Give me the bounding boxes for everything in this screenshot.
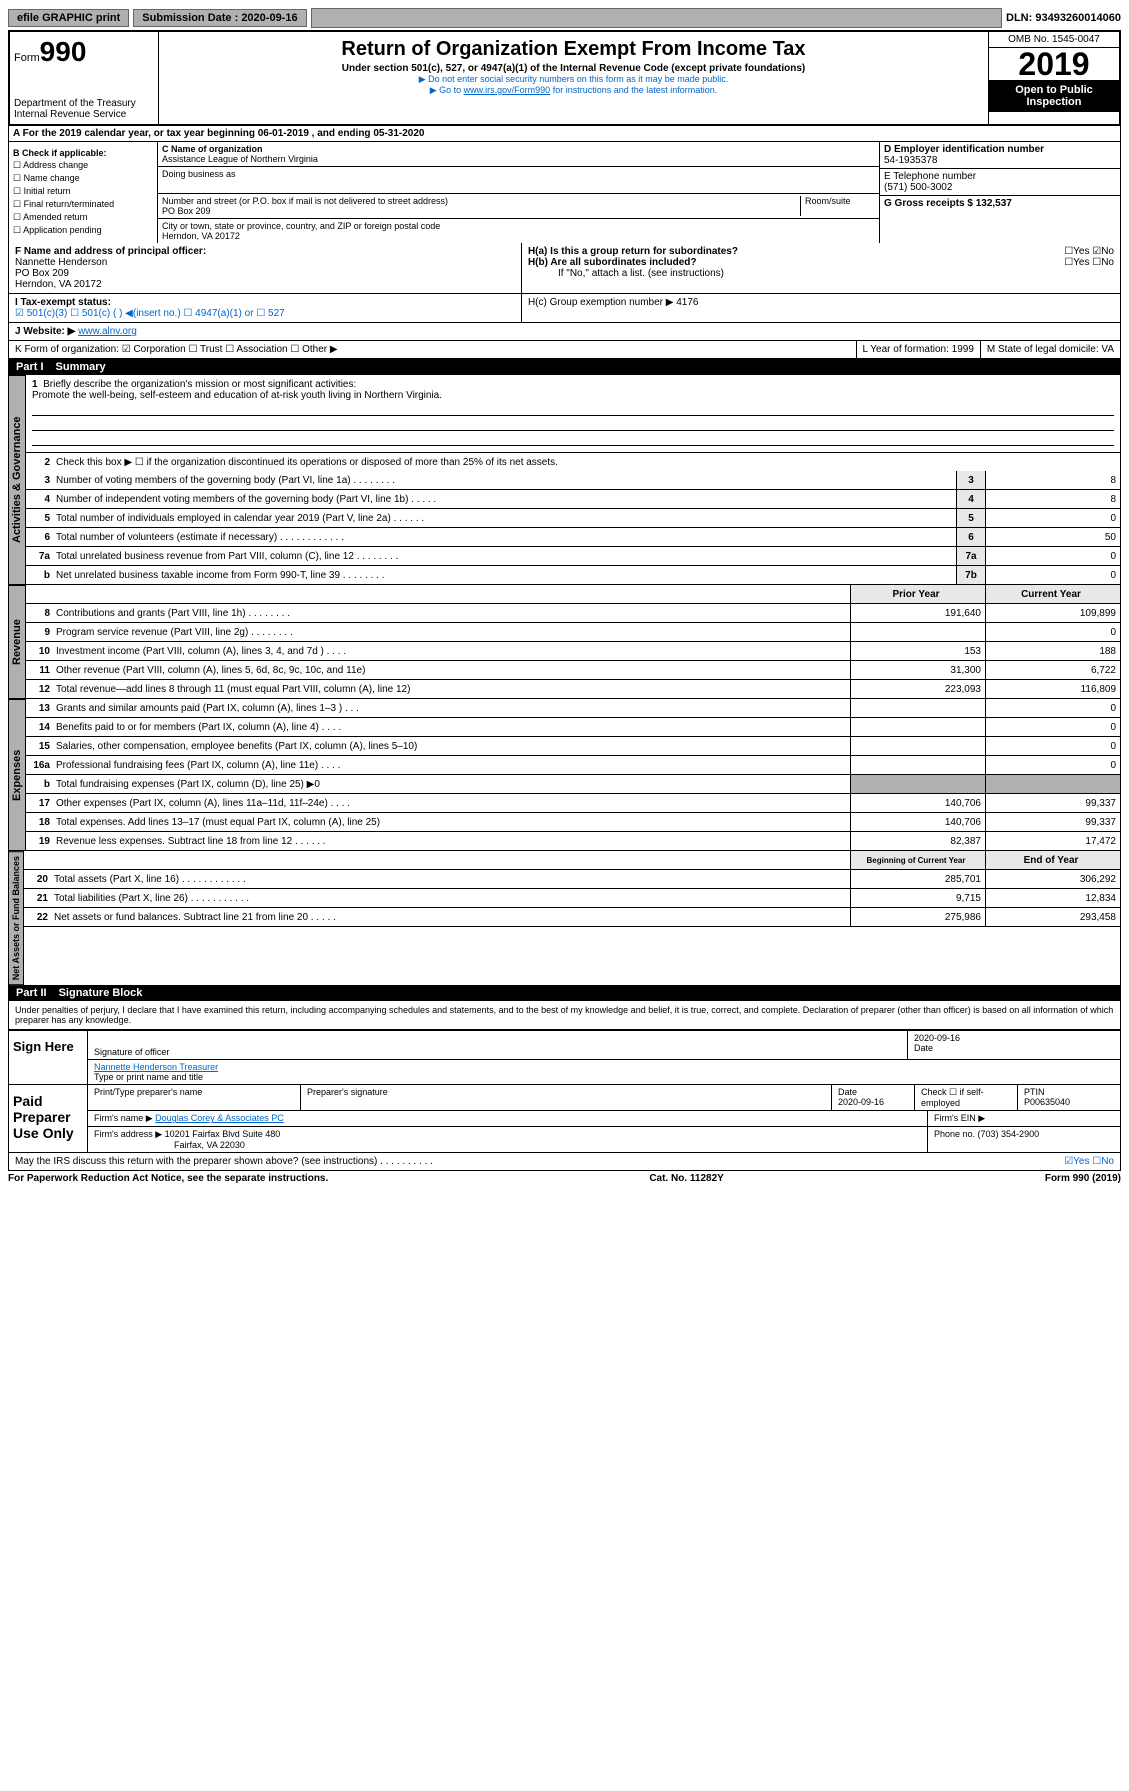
table-row: 20Total assets (Part X, line 16) . . . .… bbox=[24, 870, 1120, 889]
table-row: 13Grants and similar amounts paid (Part … bbox=[26, 699, 1120, 718]
table-row: 4Number of independent voting members of… bbox=[26, 490, 1120, 509]
table-row: bTotal fundraising expenses (Part IX, co… bbox=[26, 775, 1120, 794]
efile-button[interactable]: efile GRAPHIC print bbox=[8, 9, 129, 27]
form-label: Form990 bbox=[14, 36, 154, 68]
open-public-badge: Open to Public Inspection bbox=[989, 80, 1119, 112]
table-row: 11Other revenue (Part VIII, column (A), … bbox=[26, 661, 1120, 680]
part1-header: Part ISummary bbox=[8, 359, 1121, 375]
label-expenses: Expenses bbox=[9, 699, 26, 851]
table-row: 9Program service revenue (Part VIII, lin… bbox=[26, 623, 1120, 642]
mission-block: 1 Briefly describe the organization's mi… bbox=[26, 375, 1120, 453]
row-l: L Year of formation: 1999 bbox=[856, 341, 980, 358]
section-a: A For the 2019 calendar year, or tax yea… bbox=[8, 126, 1121, 142]
table-row: 6Total number of volunteers (estimate if… bbox=[26, 528, 1120, 547]
irs-link[interactable]: www.irs.gov/Form990 bbox=[464, 85, 551, 95]
tax-year: 2019 bbox=[989, 48, 1119, 80]
table-row: 21Total liabilities (Part X, line 26) . … bbox=[24, 889, 1120, 908]
table-row: 16aProfessional fundraising fees (Part I… bbox=[26, 756, 1120, 775]
box-hc: H(c) Group exemption number ▶ 4176 bbox=[522, 294, 1120, 322]
table-row: 7aTotal unrelated business revenue from … bbox=[26, 547, 1120, 566]
box-c: C Name of organization Assistance League… bbox=[158, 142, 880, 243]
row-i: I Tax-exempt status: ☑ 501(c)(3) ☐ 501(c… bbox=[9, 294, 522, 322]
box-h: H(a) Is this a group return for subordin… bbox=[522, 243, 1120, 293]
table-row: 8Contributions and grants (Part VIII, li… bbox=[26, 604, 1120, 623]
dln-label: DLN: 93493260014060 bbox=[1006, 12, 1121, 24]
col-begin: Beginning of Current Year bbox=[850, 851, 985, 869]
row-k: K Form of organization: ☑ Corporation ☐ … bbox=[9, 341, 856, 358]
part2-header: Part IISignature Block bbox=[8, 985, 1121, 1001]
website-link[interactable]: www.alnv.org bbox=[78, 326, 137, 337]
discuss-question: May the IRS discuss this return with the… bbox=[15, 1156, 433, 1167]
row-m: M State of legal domicile: VA bbox=[980, 341, 1120, 358]
dept-label: Department of the Treasury Internal Reve… bbox=[14, 98, 154, 120]
label-revenue: Revenue bbox=[9, 585, 26, 699]
table-row: 14Benefits paid to or for members (Part … bbox=[26, 718, 1120, 737]
table-row: 10Investment income (Part VIII, column (… bbox=[26, 642, 1120, 661]
box-b: B Check if applicable: ☐ Address change … bbox=[9, 142, 158, 243]
table-row: 22Net assets or fund balances. Subtract … bbox=[24, 908, 1120, 927]
form-subtitle: Under section 501(c), 527, or 4947(a)(1)… bbox=[163, 63, 984, 74]
box-d: D Employer identification number 54-1935… bbox=[880, 142, 1120, 243]
label-governance: Activities & Governance bbox=[9, 375, 26, 585]
note-ssn: ▶ Do not enter social security numbers o… bbox=[163, 74, 984, 85]
declaration: Under penalties of perjury, I declare th… bbox=[8, 1001, 1121, 1030]
paperwork-notice: For Paperwork Reduction Act Notice, see … bbox=[8, 1173, 328, 1184]
table-row: 3Number of voting members of the governi… bbox=[26, 471, 1120, 490]
table-row: 17Other expenses (Part IX, column (A), l… bbox=[26, 794, 1120, 813]
form-title: Return of Organization Exempt From Incom… bbox=[163, 38, 984, 61]
firm-link[interactable]: Douglas Corey & Associates PC bbox=[155, 1113, 284, 1123]
label-netassets: Net Assets or Fund Balances bbox=[9, 851, 24, 985]
paid-preparer-label: Paid Preparer Use Only bbox=[9, 1085, 88, 1152]
cat-number: Cat. No. 11282Y bbox=[649, 1173, 723, 1184]
form-footer: Form 990 (2019) bbox=[1045, 1173, 1121, 1184]
table-row: 19Revenue less expenses. Subtract line 1… bbox=[26, 832, 1120, 851]
box-f: F Name and address of principal officer:… bbox=[9, 243, 522, 293]
col-end: End of Year bbox=[985, 851, 1120, 869]
col-prior: Prior Year bbox=[850, 585, 985, 603]
note-goto: ▶ Go to www.irs.gov/Form990 for instruct… bbox=[163, 85, 984, 96]
top-spacer bbox=[311, 8, 1002, 28]
officer-name-link[interactable]: Nannette Henderson Treasurer bbox=[94, 1062, 218, 1072]
col-current: Current Year bbox=[985, 585, 1120, 603]
sign-here-label: Sign Here bbox=[9, 1031, 88, 1084]
table-row: 12Total revenue—add lines 8 through 11 (… bbox=[26, 680, 1120, 699]
table-row: 5Total number of individuals employed in… bbox=[26, 509, 1120, 528]
table-row: bNet unrelated business taxable income f… bbox=[26, 566, 1120, 585]
row-j: J Website: ▶ www.alnv.org bbox=[9, 323, 143, 340]
submission-date: Submission Date : 2020-09-16 bbox=[133, 9, 306, 27]
table-row: 18Total expenses. Add lines 13–17 (must … bbox=[26, 813, 1120, 832]
table-row: 15Salaries, other compensation, employee… bbox=[26, 737, 1120, 756]
discuss-answer: ☑Yes ☐No bbox=[1064, 1156, 1114, 1167]
